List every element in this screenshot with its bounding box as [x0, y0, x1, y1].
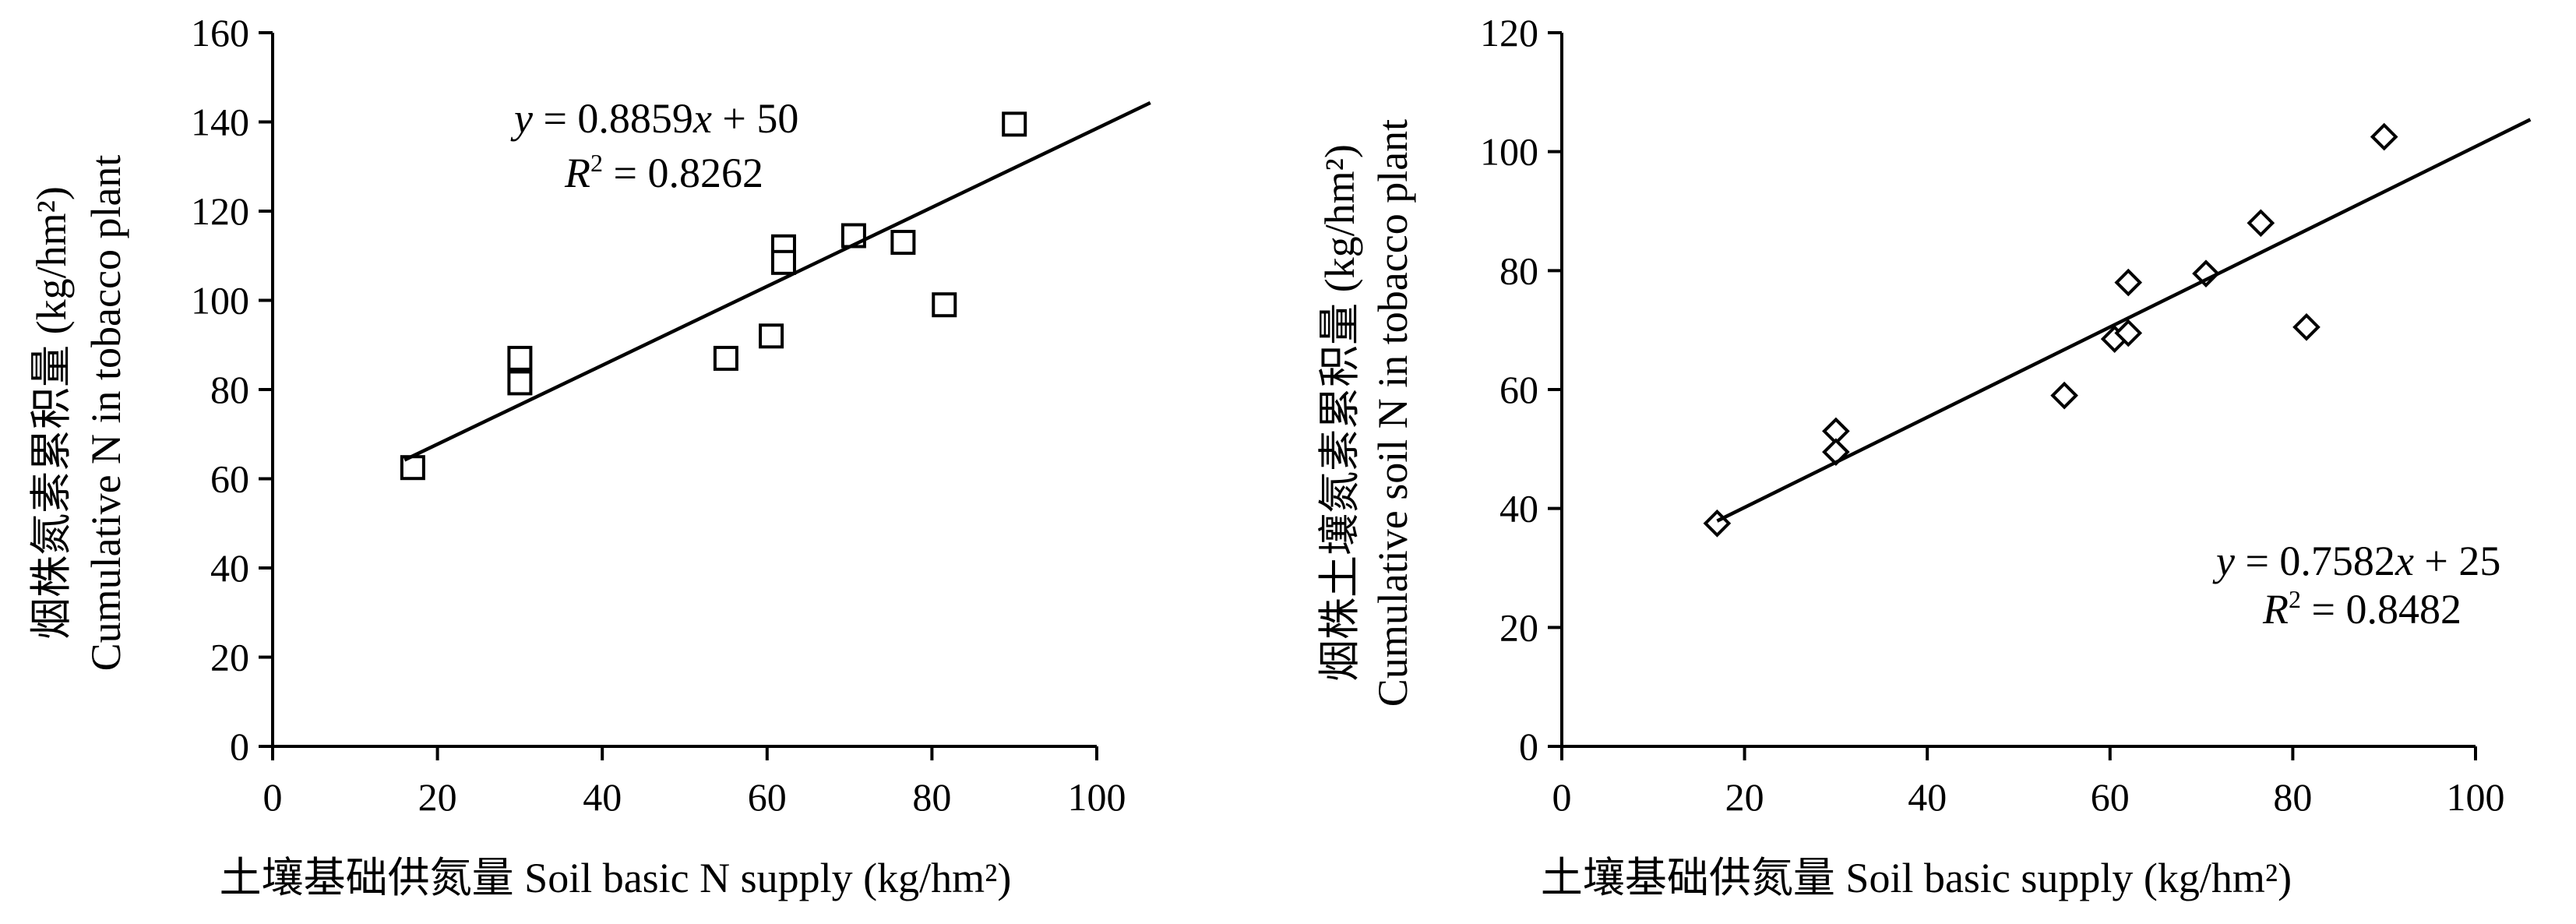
x-tick-labels: 0 20 40 60 80 100	[1552, 746, 2505, 819]
y-tick-label: 20	[210, 636, 249, 679]
y-axis-title-line-1: 烟株氮素累积量 (kg/hm²)	[28, 186, 75, 640]
x-tick-label: 80	[2273, 775, 2312, 819]
data-point	[507, 345, 533, 371]
y-tick-label: 120	[1480, 11, 1538, 55]
r-squared-sup: 2	[2289, 585, 2301, 613]
equation-y-var: y	[510, 95, 533, 142]
equation-x-var: x	[2395, 538, 2414, 584]
x-axis-title: 土壤基础供氮量 Soil basic supply (kg/hm²)	[1541, 855, 2292, 901]
data-point	[2192, 259, 2220, 287]
r-squared-value: = 0.8482	[2301, 586, 2461, 633]
r-squared-value: = 0.8262	[603, 150, 763, 196]
data-point	[507, 370, 533, 396]
r-squared-sup: 2	[590, 149, 603, 177]
data-point	[1002, 111, 1027, 137]
y-tick-label: 60	[1499, 368, 1538, 411]
equation-label: y = 0.8859x + 50	[510, 95, 798, 142]
x-tick-label: 20	[1725, 775, 1764, 819]
x-tick-label: 20	[418, 775, 457, 819]
data-point	[2247, 209, 2275, 238]
equation-lead: = 0.8859	[533, 95, 693, 142]
y-axis-title-line-1: 烟株土壤氮素累积量 (kg/hm²)	[1316, 144, 1363, 682]
equation-tail: + 50	[712, 95, 798, 142]
data-point	[932, 292, 957, 318]
x-tick-label: 60	[748, 775, 787, 819]
equation-y-var: y	[2212, 538, 2235, 584]
data-point	[2114, 268, 2143, 297]
y-tick-label: 20	[1499, 605, 1538, 649]
x-tick-label: 100	[1068, 775, 1126, 819]
chart-right: 0 20 40 60 80 100 0 20 40 60 80 100 120 y = 0.7582x…	[1316, 11, 2532, 901]
y-tick-label: 0	[230, 725, 249, 768]
equation-label: y = 0.7582x + 25	[2212, 538, 2500, 584]
trendline	[403, 101, 1151, 462]
y-tick-labels: 0 20 40 60 80 100 120 140 160	[191, 11, 273, 768]
data-point	[2370, 122, 2398, 151]
r-squared-label: R2 = 0.8482	[2262, 585, 2461, 633]
data-point	[2292, 313, 2321, 341]
data-point	[713, 345, 738, 371]
y-tick-label: 40	[210, 546, 249, 590]
data-point	[890, 230, 916, 256]
equation-x-var: x	[692, 95, 712, 142]
equation-tail: + 25	[2414, 538, 2500, 584]
y-tick-label: 120	[191, 189, 249, 233]
r-squared-var: R	[2262, 586, 2289, 633]
trendline	[1716, 118, 2532, 523]
y-tick-label: 40	[1499, 487, 1538, 531]
y-tick-label: 60	[210, 457, 249, 501]
x-tick-label: 0	[263, 775, 283, 819]
y-tick-label: 100	[1480, 130, 1538, 174]
y-tick-label: 100	[191, 279, 249, 323]
r-squared-label: R2 = 0.8262	[564, 149, 763, 196]
y-tick-label: 160	[191, 11, 249, 55]
x-tick-label: 40	[1908, 775, 1947, 819]
y-tick-labels: 0 20 40 60 80 100 120	[1480, 11, 1562, 768]
r-squared-var: R	[564, 150, 590, 196]
x-tick-label: 60	[2091, 775, 2130, 819]
y-tick-label: 80	[210, 368, 249, 411]
data-point	[770, 249, 796, 275]
data-point	[2050, 381, 2078, 410]
x-tick-label: 0	[1552, 775, 1572, 819]
data-point	[2114, 319, 2143, 347]
chart-left: 0 20 40 60 80 100 0 20 40 60 80 100 120 140 160 y = 0…	[28, 11, 1151, 901]
equation-lead: = 0.7582	[2235, 538, 2395, 584]
y-tick-label: 80	[1499, 249, 1538, 292]
y-tick-label: 140	[191, 101, 249, 144]
x-tick-labels: 0 20 40 60 80 100	[263, 746, 1126, 819]
x-tick-label: 100	[2447, 775, 2505, 819]
data-points	[400, 111, 1027, 481]
x-tick-label: 80	[912, 775, 951, 819]
x-axis-title: 土壤基础供氮量 Soil basic N supply (kg/hm²)	[220, 855, 1012, 901]
y-axis-title-line-2: Cumulative soil N in tobacco plant	[1369, 119, 1416, 707]
y-axis-title-line-2: Cumulative N in tobacco plant	[83, 155, 129, 672]
data-points	[1703, 122, 2398, 538]
data-point	[759, 323, 784, 349]
y-tick-label: 0	[1519, 725, 1538, 768]
x-tick-label: 40	[583, 775, 622, 819]
